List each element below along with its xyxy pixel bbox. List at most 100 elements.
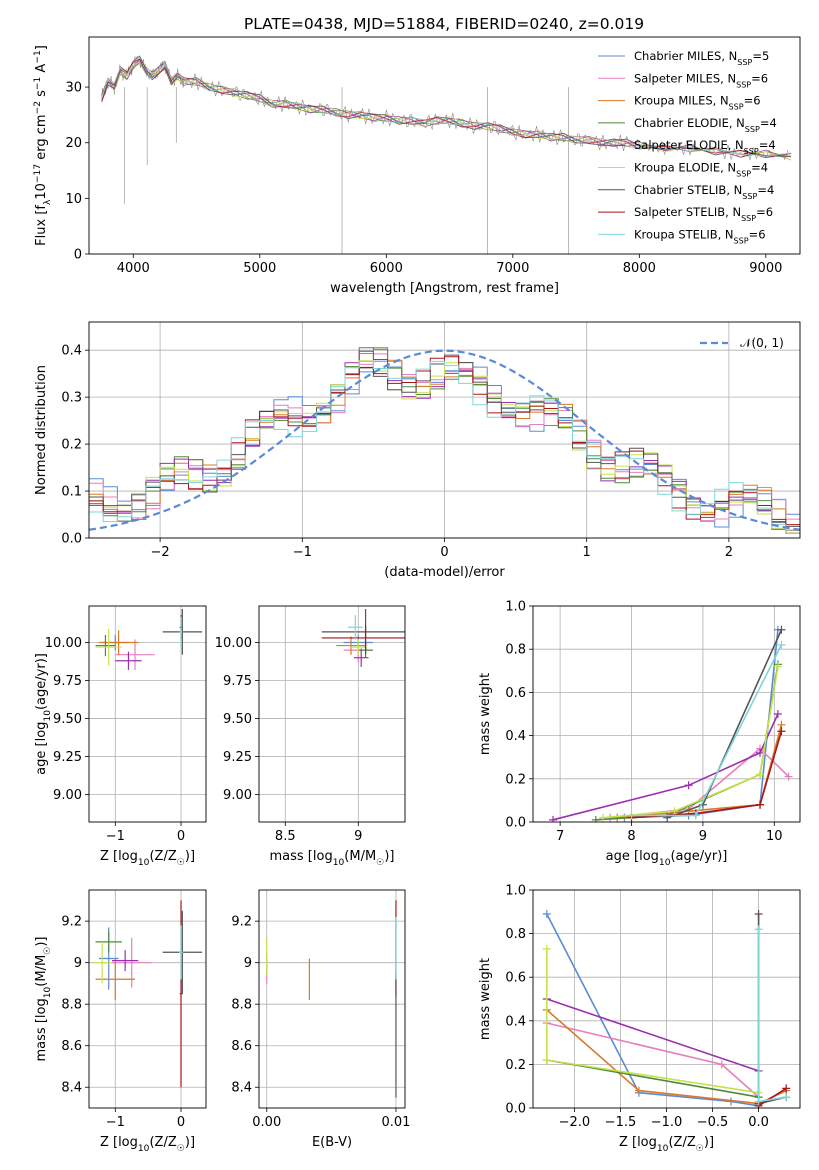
x-tick-label: 0.01 [381,1115,410,1130]
mass-weight-marker [782,1084,791,1093]
x-axis-label: Z [log10(Z/Z☉)] [100,1135,195,1154]
y-tick-label: 9.50 [53,712,82,727]
x-tick-label: −1 [106,1115,125,1130]
mass_weight_vs_Z-plot-area [533,890,800,1108]
y-tick-label: 0.2 [505,772,526,787]
mass-weight-marker [777,625,786,634]
x-tick-label: 9000 [749,261,782,276]
histogram-step-line [89,356,800,526]
mass-weight-marker [684,781,693,790]
y-tick-label: 0.6 [505,686,526,701]
y-tick-label: 1.0 [505,600,526,615]
mass-weight-marker [717,1060,726,1069]
residual_histogram-plot-area [89,322,800,538]
legend-label: 𝒩(0, 1) [740,336,784,350]
mass-weight-marker [777,640,786,649]
mass-weight-marker [691,811,700,820]
y-tick-label: 9.50 [223,712,252,727]
histogram-step-line [89,350,800,534]
mass-weight-marker [773,710,782,718]
mass-weight-marker [773,662,782,671]
x-tick-label: 9 [354,829,362,844]
residual_histogram-frame [88,321,801,539]
x-tick-label: 9 [699,829,707,844]
mass-weight-marker [756,748,765,757]
x-axis-label: Z [log10(Z/Z☉)] [100,849,195,868]
panel-mass_weight_vs_age: 7 8 9 10 0.0 0.2 0.4 0.6 0.8 1.0 age [log10(age/yr… [478,600,801,868]
mass-weight-marker [591,815,600,822]
mass-weight-marker [754,909,763,918]
mass-weight-marker [542,944,551,953]
legend-label: Chabrier MILES, NSSP=5 [634,49,769,67]
x-tick-label: 0 [177,1115,185,1130]
legend-label: Kroupa ELODIE, NSSP=4 [634,161,768,179]
y-axis-label: mass weight [478,958,493,1040]
y-tick-label: 30 [65,81,82,96]
x-tick-label: 8 [627,829,635,844]
age_vs_Z-frame [88,605,207,823]
x-tick-label: 7000 [496,261,529,276]
mass-weight-marker [634,1086,643,1095]
y-tick-label: 0.8 [505,643,526,658]
mass-weight-line [757,929,787,1103]
mass-weight-line [595,664,779,821]
x-axis-label: E(B-V) [312,1135,352,1150]
mass-weight-marker [754,1097,763,1106]
figure-title: PLATE=0438, MJD=51884, FIBERID=0240, z=0… [244,15,644,33]
mass_vs_Z-frame [88,889,207,1109]
x-tick-label: 6000 [370,261,403,276]
legend-label: Salpeter MILES, NSSP=6 [634,71,768,89]
y-tick-label: 0.1 [61,485,82,500]
mass-weight-marker [598,813,607,822]
x-tick-label: 2 [725,545,733,560]
mass-weight-marker [782,1093,791,1102]
legend-label: Kroupa MILES, NSSP=6 [634,94,761,112]
y-tick-label: 8.4 [231,1081,252,1096]
mass_vs_Z-plot-area [89,890,206,1108]
legend-label: Salpeter STELIB, NSSP=6 [634,205,773,223]
panel-age_vs_Z: −1 0 9.00 9.25 9.50 9.75 10.00 Z [log10(Z/Z☉)] a… [34,605,207,868]
panel-mass_vs_Z: −1 0 8.4 8.6 8.8 9 9.2 Z [log10(Z/Z☉)] mass [log… [34,889,207,1154]
y-tick-label: 0.4 [61,344,82,359]
age_vs_mass-frame [258,605,406,823]
y-tick-label: 0.3 [61,391,82,406]
legend-label: Salpeter ELODIE, NSSP=4 [634,138,776,156]
mass-weight-marker [754,925,763,934]
panel-residual_histogram: −2 −1 0 1 2 0.0 0.1 0.2 0.3 0.4 (data-model)/error… [34,321,801,580]
panel-age_vs_mass: 8.5 9 9.00 9.25 9.50 9.75 10.00 mass [log10(M/M… [215,605,406,868]
y-axis-label: mass weight [478,673,493,755]
y-axis-label: Flux [fλ10−17 erg cm−2 s−1 A−1] [33,45,53,246]
x-tick-label: −1.0 [651,1115,683,1130]
x-tick-label: −1 [106,829,125,844]
y-tick-label: 8.8 [231,998,252,1013]
x-axis-label: Z [log10(Z/Z☉)] [619,1135,714,1154]
x-tick-label: 0 [177,829,185,844]
x-tick-label: 0.0 [748,1115,769,1130]
mass-weight-line [617,724,783,819]
x-tick-label: 10 [766,829,783,844]
mass_vs_EBV-frame [258,889,406,1109]
mass-weight-marker [670,807,679,816]
mass-weight-marker [542,1056,551,1065]
mass-weight-line [602,666,779,819]
age_vs_Z-plot-area [89,606,206,822]
x-tick-label: 1 [583,545,591,560]
mass-weight-line [552,713,779,821]
y-tick-label: 10.00 [215,636,252,651]
x-tick-label: 5000 [243,261,276,276]
mass-weight-marker [777,727,786,736]
mass-weight-marker [627,811,636,820]
panel-spectrum: 4000 5000 6000 7000 8000 9000 0 10 20 30 wavelengt… [33,36,801,296]
y-tick-label: 0.8 [505,927,526,942]
y-tick-label: 9.00 [53,788,82,803]
y-tick-label: 10 [65,192,82,207]
y-tick-label: 0.0 [61,532,82,547]
mass-weight-line [546,998,759,1072]
x-tick-label: −2 [151,545,170,560]
x-tick-label: −1 [293,545,312,560]
y-tick-label: 9.2 [61,915,82,930]
mass-weight-marker [548,815,557,822]
panel-mass_vs_EBV: 0.00 0.01 8.4 8.6 8.8 9 9.2 E(B-V) [231,889,410,1150]
model-spectrum-line [101,61,792,157]
